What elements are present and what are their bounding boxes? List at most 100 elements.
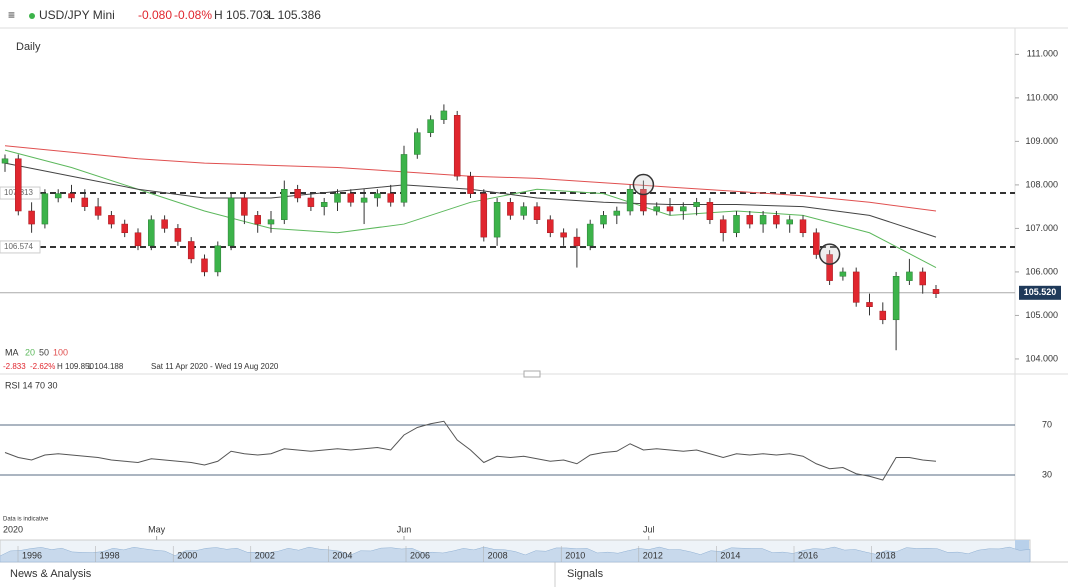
candle-body [706, 202, 714, 220]
rsi-line [4, 420, 937, 481]
candle-body [161, 219, 168, 229]
symbol[interactable]: USD/JPY Mini [39, 8, 115, 22]
candle-body [799, 219, 807, 234]
candle-body [573, 236, 581, 247]
candle-body [586, 223, 594, 247]
candle-body [347, 193, 355, 203]
candle-body [680, 206, 687, 212]
candle-body [427, 119, 434, 133]
navigator-year: 2004 [332, 550, 352, 560]
candle-body [174, 228, 182, 242]
candle-body [666, 206, 674, 212]
y-tick-label: 104.000 [1025, 353, 1058, 363]
signal-marker[interactable] [632, 173, 655, 196]
candle-body [600, 215, 607, 225]
period-info: -2.833 [3, 362, 26, 371]
candle-body [68, 193, 75, 199]
candle-body [826, 254, 833, 281]
navigator-year: 2000 [177, 550, 197, 560]
candle-body [520, 206, 527, 216]
navigator-year: 2002 [255, 550, 275, 560]
y-tick-label: 110.000 [1026, 92, 1058, 102]
candle-body [94, 206, 102, 216]
candle-body [387, 193, 394, 203]
period-info: -2.62% [30, 362, 55, 371]
navigator-year: 2006 [410, 550, 430, 560]
navigator-series [0, 546, 1031, 563]
candle-body [227, 197, 235, 247]
candle-body [28, 210, 35, 225]
candle-body [533, 206, 541, 220]
level-tag [0, 240, 41, 254]
navigator-year: 2016 [798, 550, 818, 560]
candle-body [414, 132, 421, 155]
navigator-year: 2012 [643, 550, 663, 560]
moving-average [4, 149, 937, 269]
candle-body [400, 154, 408, 203]
candle-body [254, 215, 261, 225]
candle-body [187, 241, 195, 260]
candle-body [919, 271, 926, 286]
tab-signals[interactable]: Signals [567, 568, 604, 580]
candle-body [773, 215, 780, 225]
candle-body [746, 215, 754, 225]
change: -0.080 [138, 8, 172, 22]
period-info: Sat 11 Apr 2020 - Wed 19 Aug 2020 [151, 362, 279, 371]
candle-body [640, 189, 647, 212]
candle-body [892, 276, 900, 321]
navigator-year: 2010 [565, 550, 585, 560]
period-info: L 104.188 [88, 362, 124, 371]
y-tick-label: 109.000 [1025, 136, 1058, 146]
note: Data is indicative [3, 517, 49, 523]
candle-body [653, 206, 660, 212]
y-tick-label: 105.000 [1025, 310, 1058, 320]
candle-body [214, 245, 222, 273]
candle-body [786, 219, 793, 225]
y-tick-label: 108.000 [1025, 179, 1058, 189]
navigator-year: 1996 [22, 550, 42, 560]
candle-body [839, 271, 847, 277]
candle-body [693, 202, 700, 207]
candle-body [507, 202, 514, 216]
candle-body [480, 193, 488, 238]
menu-icon[interactable]: ≡ [8, 8, 15, 22]
candle-body [108, 215, 115, 225]
tab-news[interactable]: News & Analysis [10, 568, 92, 580]
last-price-tag [1019, 285, 1061, 300]
navigator-year: 2014 [720, 550, 740, 560]
candle-body [54, 193, 62, 199]
candle-body [41, 193, 49, 225]
candle-body [613, 210, 621, 216]
y-tick-label: 107.000 [1025, 223, 1058, 233]
candle-body [547, 219, 554, 234]
navigator-year: 1998 [100, 550, 120, 560]
candle-body [733, 215, 740, 234]
candle-body [1, 158, 9, 164]
candle-body [759, 215, 767, 225]
candle-body [440, 110, 448, 120]
navigator-year: 2018 [876, 550, 896, 560]
signal-marker[interactable] [818, 243, 841, 265]
month-label: Jun [397, 524, 412, 534]
rsi-label: RSI 14 70 30 [5, 380, 58, 390]
status-dot [29, 13, 35, 19]
candle-body [320, 202, 328, 207]
low: L 105.386 [268, 8, 321, 22]
ma-legend: 20 [25, 347, 35, 357]
candle-body [493, 202, 501, 238]
ma-legend: 50 [39, 347, 49, 357]
ma-label: MA [5, 347, 19, 357]
y-tick-label: 111.000 [1027, 49, 1058, 59]
year: 2020 [3, 524, 23, 534]
month-label: May [148, 524, 166, 534]
candle-body [932, 289, 940, 294]
candle-body [906, 271, 913, 281]
candle-body [813, 232, 820, 255]
last-price-label: 105.520 [1024, 287, 1057, 297]
candle-body [626, 189, 634, 212]
rsi-tick-label: 70 [1042, 419, 1052, 429]
candle-body [241, 197, 248, 216]
panel-handle[interactable] [523, 370, 541, 378]
candle-body [148, 219, 155, 247]
